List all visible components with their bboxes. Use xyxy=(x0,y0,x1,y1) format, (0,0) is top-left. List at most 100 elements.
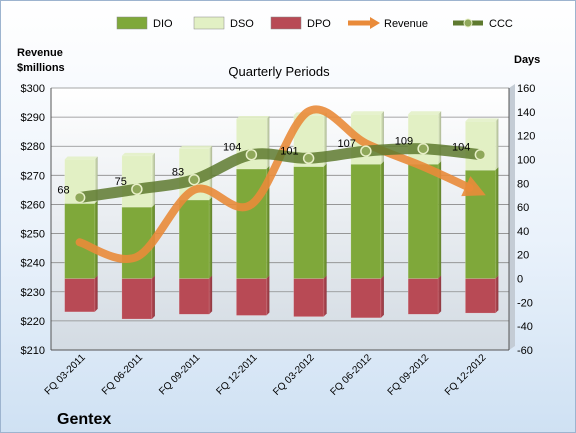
dio-bar-face xyxy=(350,163,382,279)
category-label: FQ 09-2012 xyxy=(386,352,432,398)
category-label: FQ 03-2011 xyxy=(43,352,88,397)
dpo-bar-side-shade xyxy=(151,275,155,320)
dio-bar xyxy=(293,163,327,279)
dio-bar-side-shade xyxy=(495,167,499,279)
dpo-bar-side-shade xyxy=(209,275,213,315)
dso-bar-face xyxy=(465,121,496,171)
right-axis-label: Days xyxy=(514,54,540,66)
left-tick-label: $270 xyxy=(21,170,45,182)
ccc-data-label: 104 xyxy=(452,142,470,154)
legend-label: DIO xyxy=(153,18,173,30)
legend-swatch xyxy=(270,16,302,30)
left-axis-label-line: Revenue xyxy=(17,47,63,59)
right-tick-label: 40 xyxy=(517,226,529,238)
left-tick-label: $280 xyxy=(21,141,45,153)
dio-bar-side-shade xyxy=(94,200,98,279)
right-tick-label: -60 xyxy=(517,345,533,357)
left-axis-label-line: $millions xyxy=(17,62,65,74)
right-tick-label: 140 xyxy=(517,107,535,119)
right-tick-label: -40 xyxy=(517,321,533,333)
dpo-bar-side-shade xyxy=(323,275,327,317)
left-tick-label: $240 xyxy=(21,258,45,270)
dpo-bar-side-shade xyxy=(438,275,442,315)
ccc-point xyxy=(131,183,143,195)
dpo-bar-face xyxy=(236,278,267,316)
left-tick-label: $230 xyxy=(21,287,45,299)
dio-bar-side-shade xyxy=(438,161,442,279)
dso-bar-face xyxy=(407,113,439,165)
ccc-point xyxy=(360,145,372,157)
ccc-point xyxy=(474,148,487,161)
legend-swatch-arrow xyxy=(370,17,380,29)
right-tick-label: 60 xyxy=(517,202,529,214)
right-tick-label: 20 xyxy=(517,250,529,262)
right-tick-label: 80 xyxy=(517,178,529,190)
ccc-point xyxy=(417,142,429,155)
dpo-bar xyxy=(178,275,213,315)
dpo-bar-face xyxy=(350,278,382,319)
company-name: Gentex xyxy=(57,411,111,428)
dpo-bar xyxy=(465,275,499,314)
dio-bar xyxy=(350,161,384,279)
dso-bar-top xyxy=(465,118,499,122)
legend-item: DPO xyxy=(270,16,331,30)
dio-bar-side-shade xyxy=(266,165,270,279)
category-label: FQ 03-2012 xyxy=(271,352,317,398)
ccc-data-label: 83 xyxy=(172,167,184,179)
dso-bar-side-shade xyxy=(266,115,270,169)
dso-bar xyxy=(121,152,155,208)
legend-item: DSO xyxy=(193,16,254,30)
legend-label: Revenue xyxy=(384,18,428,30)
dpo-bar-face xyxy=(121,278,153,320)
left-tick-label: $210 xyxy=(21,345,45,357)
dso-bar-top xyxy=(121,152,155,156)
right-tick-label: -20 xyxy=(517,297,533,309)
ccc-data-label: 109 xyxy=(395,136,413,148)
revenue-arrowhead xyxy=(461,176,486,197)
dpo-bar-side-shade xyxy=(495,275,499,314)
category-label: FQ 12-2011 xyxy=(215,352,260,397)
dpo-bar xyxy=(293,275,327,317)
dpo-bar-side-shade xyxy=(266,275,270,316)
plot-area: $210 $220 $230 $240 $250 $260 $270 $280 $290 $300… xyxy=(21,83,536,398)
legend-label: DSO xyxy=(230,18,254,30)
ccc-data-label: 101 xyxy=(280,145,298,157)
dio-bar xyxy=(178,196,213,279)
dso-bar-side-shade xyxy=(438,111,442,165)
dpo-bar-side-shade xyxy=(94,275,98,312)
legend-item: DIO xyxy=(116,16,173,30)
right-tick-label: 120 xyxy=(517,131,535,143)
ccc-data-label: 75 xyxy=(115,176,127,188)
dpo-bar xyxy=(236,275,270,316)
left-tick-label: $250 xyxy=(21,229,45,241)
left-tick-label: $300 xyxy=(21,83,45,95)
dso-bar xyxy=(465,118,499,171)
legend-label: CCC xyxy=(489,18,513,30)
dso-bar-top xyxy=(408,111,442,115)
ccc-point xyxy=(188,173,200,186)
legend-item: CCC xyxy=(453,18,513,30)
legend-item: Revenue xyxy=(348,17,428,30)
dpo-bar xyxy=(407,275,442,315)
dpo-bar-face xyxy=(178,278,210,315)
dpo-bar xyxy=(121,275,155,320)
left-tick-label: $260 xyxy=(21,199,45,211)
dpo-bar-face xyxy=(465,278,496,314)
category-label: FQ 06-2011 xyxy=(100,352,145,397)
dio-bar-side-shade xyxy=(323,163,327,279)
ccc-data-label: 107 xyxy=(338,138,356,150)
dpo-bar xyxy=(64,275,98,313)
dpo-bar-face xyxy=(64,278,95,313)
category-label: FQ 12-2012 xyxy=(443,352,489,398)
left-tick-label: $220 xyxy=(21,316,45,328)
dpo-bar-face xyxy=(293,278,324,317)
ccc-data-label: 68 xyxy=(57,185,69,197)
ccc-point xyxy=(245,148,258,161)
ccc-point xyxy=(73,191,86,204)
plot-side-wall xyxy=(509,84,515,350)
dso-bar-top xyxy=(64,156,98,160)
legend: DIO DSO DPO Revenue CCC xyxy=(116,16,513,30)
dio-bar xyxy=(407,161,442,279)
dio-bar-side-shade xyxy=(209,196,213,279)
